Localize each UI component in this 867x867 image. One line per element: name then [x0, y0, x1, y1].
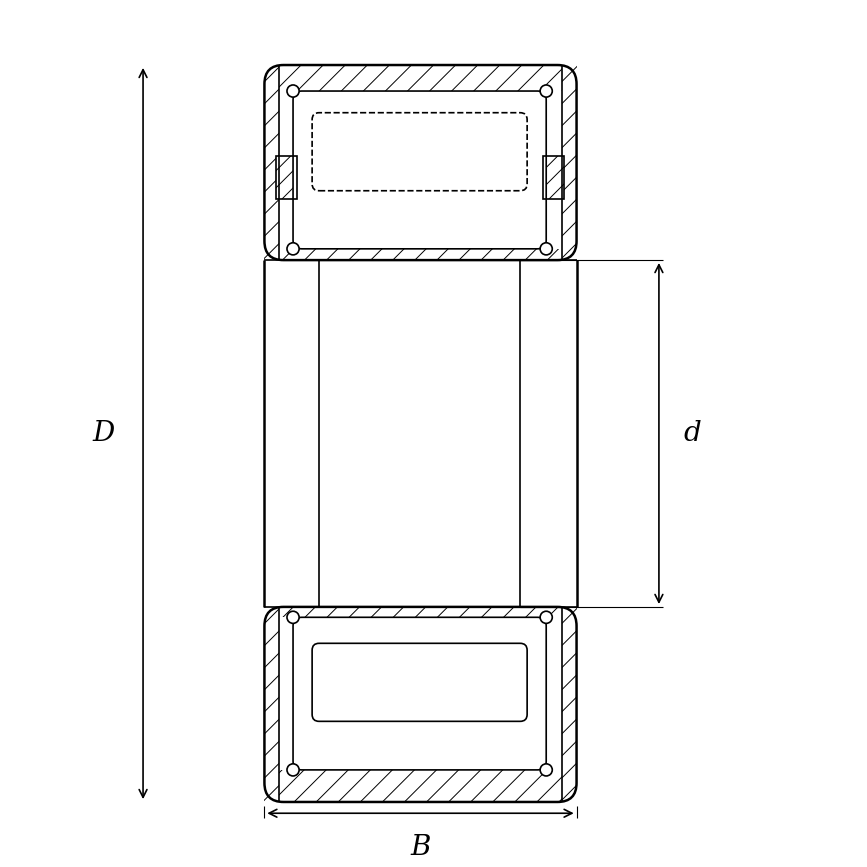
Polygon shape — [279, 65, 562, 91]
Polygon shape — [543, 156, 564, 199]
Circle shape — [540, 764, 552, 776]
Text: D: D — [93, 420, 115, 447]
Polygon shape — [276, 156, 297, 199]
Circle shape — [287, 85, 299, 97]
FancyBboxPatch shape — [312, 643, 527, 721]
FancyBboxPatch shape — [312, 113, 527, 191]
Circle shape — [287, 243, 299, 255]
Bar — [276, 156, 297, 199]
Polygon shape — [264, 65, 279, 260]
Text: d: d — [683, 420, 701, 447]
Polygon shape — [279, 770, 562, 802]
Polygon shape — [279, 249, 562, 260]
Bar — [543, 156, 564, 199]
Circle shape — [540, 243, 552, 255]
Polygon shape — [562, 607, 577, 802]
Text: B: B — [410, 834, 431, 862]
Polygon shape — [312, 643, 527, 721]
Circle shape — [287, 611, 299, 623]
Circle shape — [540, 611, 552, 623]
Polygon shape — [562, 65, 577, 260]
Circle shape — [540, 85, 552, 97]
Circle shape — [287, 764, 299, 776]
Polygon shape — [279, 607, 562, 617]
FancyBboxPatch shape — [293, 91, 546, 249]
Polygon shape — [264, 607, 279, 802]
FancyBboxPatch shape — [293, 617, 546, 770]
